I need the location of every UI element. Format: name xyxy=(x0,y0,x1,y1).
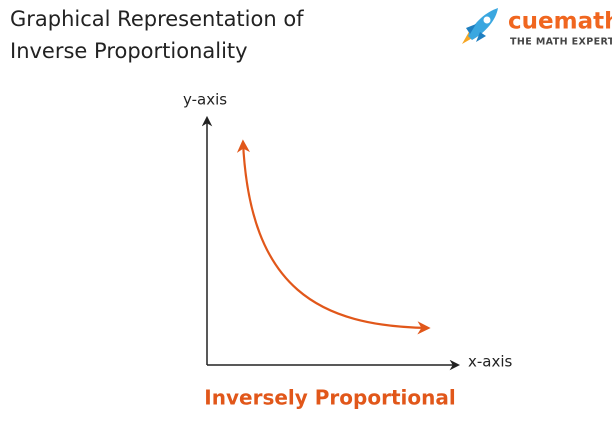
logo-name: cuemath xyxy=(508,9,612,35)
inverse-curve xyxy=(236,139,431,335)
logo-icon xyxy=(462,8,498,44)
x-axis-label: x-axis xyxy=(468,353,513,371)
caption: Inversely Proportional xyxy=(204,386,455,410)
title-line: Graphical Representation of xyxy=(10,7,304,31)
title-line: Inverse Proportionality xyxy=(10,39,248,63)
y-axis-label: y-axis xyxy=(183,91,227,109)
logo-tagline: THE MATH EXPERT xyxy=(510,37,612,48)
